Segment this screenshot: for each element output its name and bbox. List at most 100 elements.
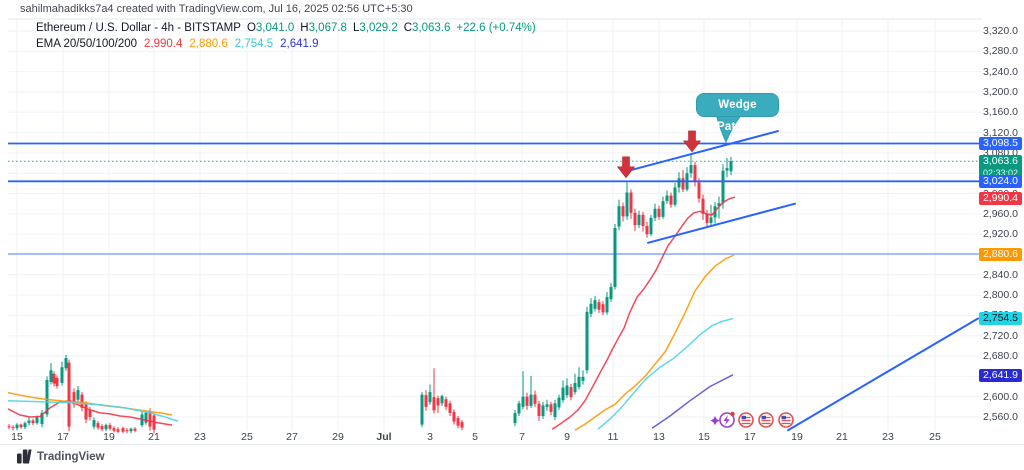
low-label: L (352, 22, 360, 34)
tradingview-watermark[interactable]: TradingView (17, 449, 105, 464)
change-value: +22.6 (+0.74%) (456, 22, 536, 34)
price-badge: 2,754.5 (979, 311, 1022, 325)
candle (31, 420, 35, 424)
candle (673, 187, 677, 205)
price-tick: 3,200.0 (982, 85, 1018, 98)
date-tick: 23 (194, 431, 206, 443)
date-tick: 21 (836, 431, 848, 443)
high-value: 3,067.8 (308, 22, 347, 34)
candle (549, 404, 553, 412)
ema200-right-line (651, 374, 734, 429)
candle (11, 427, 15, 429)
down-arrow-marker[interactable] (616, 156, 636, 179)
candle (108, 425, 112, 429)
candle (633, 212, 637, 226)
candle (432, 397, 436, 411)
candle (144, 412, 148, 423)
candle (15, 424, 19, 429)
candle (653, 208, 657, 218)
candle (729, 161, 733, 172)
price-tick: 2,920.0 (982, 228, 1018, 241)
us-flag-event-icon[interactable] (758, 412, 774, 428)
symbol-legend-row[interactable]: Ethereum / U.S. Dollar - 4h - BITSTAMP O3… (36, 20, 536, 36)
wedge-upper-trendline[interactable] (622, 130, 779, 174)
candle (709, 217, 713, 223)
long-uptrend-trendline[interactable] (787, 317, 979, 432)
candle (537, 403, 541, 416)
candle (565, 385, 569, 396)
down-arrow-marker[interactable] (682, 130, 702, 153)
candle (60, 367, 64, 383)
ema20-left-line (7, 399, 173, 426)
candle (428, 392, 432, 403)
ema50-right-line (574, 254, 735, 431)
wedge-pattern-callout[interactable]: Wedge Pattern (696, 93, 779, 133)
candle (553, 403, 557, 417)
candle (649, 217, 653, 235)
price-tick: 3,320.0 (982, 25, 1018, 37)
candle (557, 397, 561, 408)
candle (456, 418, 460, 426)
candle (27, 420, 31, 424)
economic-bolt-event-icon[interactable] (710, 411, 735, 428)
price-tick: 2,680.0 (982, 350, 1018, 363)
date-tick: 15 (698, 431, 710, 443)
close-label: C (403, 22, 413, 34)
candle (88, 409, 92, 417)
candle (621, 206, 625, 217)
price-badge: 2,990.4 (979, 191, 1022, 205)
tradingview-logo-icon (17, 449, 32, 464)
candle (561, 387, 565, 401)
candle (444, 399, 448, 407)
time-axis-separator (0, 444, 1024, 445)
price-badge: 2,641.9 (979, 368, 1022, 382)
date-tick: 13 (653, 431, 665, 443)
us-flag-event-icon[interactable] (778, 412, 794, 428)
candle (589, 303, 593, 314)
candle (677, 178, 681, 188)
date-tick: Jul (376, 431, 392, 443)
price-tick: 3,160.0 (982, 106, 1018, 119)
candle (665, 195, 669, 202)
candle (116, 429, 120, 432)
candle (721, 170, 725, 204)
price-badge: 3,098.5 (979, 136, 1022, 150)
candle (609, 286, 613, 300)
price-tick: 2,800.0 (982, 289, 1018, 302)
candle (645, 226, 649, 235)
date-tick: 11 (607, 431, 619, 443)
candle (55, 377, 59, 387)
date-tick: 25 (929, 431, 941, 443)
price-tick: 2,600.0 (982, 390, 1018, 403)
candle (92, 420, 96, 427)
candle (597, 302, 601, 310)
ema100-value: 2,754.5 (234, 38, 274, 50)
candle (541, 405, 545, 416)
candle (49, 370, 53, 382)
ema20-right-line (551, 196, 736, 430)
ema-indicator-label: EMA 20/50/100/200 (36, 38, 138, 50)
candle (513, 412, 517, 424)
date-tick: 3 (427, 431, 433, 443)
candle (701, 198, 705, 214)
candle (573, 382, 577, 393)
candle (641, 214, 645, 227)
candle (601, 304, 605, 313)
price-tick: 2,720.0 (982, 329, 1018, 342)
ema-legend-row[interactable]: EMA 20/50/100/200 2,990.4 2,880.6 2,754.5 2,… (36, 36, 536, 52)
candle (625, 192, 629, 217)
candle (100, 426, 104, 430)
us-flag-event-icon[interactable] (738, 412, 754, 428)
candle (72, 392, 76, 405)
candle (7, 426, 11, 428)
candle (585, 311, 589, 371)
candle (617, 206, 621, 227)
countdown-timer: 02:33:02 (982, 167, 1019, 178)
candle (605, 297, 609, 313)
candle (96, 423, 100, 428)
candle (533, 394, 537, 404)
wedge-lower-trendline[interactable] (647, 202, 796, 244)
close-value: 3,063.6 (412, 22, 451, 34)
